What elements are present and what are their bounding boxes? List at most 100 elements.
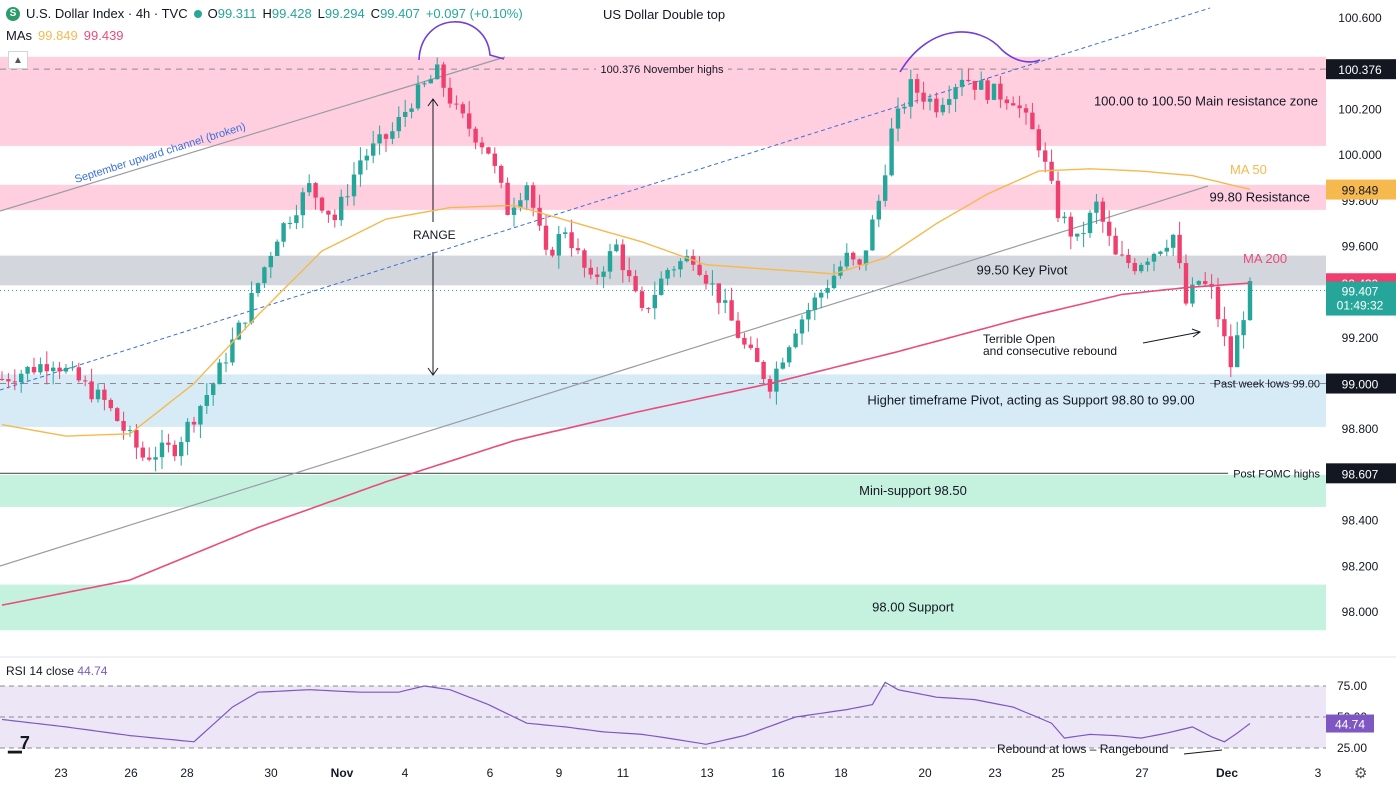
ma200-label: MA 200 — [1243, 251, 1287, 266]
candle-body — [1145, 261, 1150, 265]
mas-label[interactable]: MAs — [6, 28, 32, 43]
candle-body — [767, 379, 773, 392]
ma50-badge — [1326, 179, 1396, 200]
zone-label: 99.80 Resistance — [1210, 189, 1310, 204]
candle-body — [755, 347, 760, 362]
candle-body — [1241, 320, 1246, 336]
x-tick-label: 25 — [1051, 766, 1065, 780]
candle-body — [371, 143, 376, 156]
candle-body — [889, 128, 894, 176]
candle-body — [531, 185, 536, 208]
candle-body — [1190, 284, 1195, 304]
channel-top-line — [0, 56, 506, 212]
candle-body — [972, 81, 977, 90]
y-tick-label: 98.400 — [1342, 514, 1379, 528]
double-top-left-arc — [418, 21, 505, 61]
candle-body — [607, 251, 613, 272]
candle-body — [179, 442, 184, 457]
candle-body — [447, 87, 453, 104]
candle-body — [1228, 336, 1233, 368]
symbol-title[interactable]: U.S. Dollar Index · 4h · TVC — [26, 6, 188, 21]
candle-body — [1139, 264, 1144, 272]
candle-body — [364, 155, 369, 161]
candle-body — [147, 457, 152, 460]
zone-label: Mini-support 98.50 — [859, 483, 967, 498]
x-tick-label: 28 — [180, 766, 194, 780]
x-tick-label: 4 — [402, 766, 409, 780]
moving-averages-layer — [1, 168, 1251, 606]
candle-body — [339, 196, 344, 221]
candle-body — [697, 264, 702, 275]
candle-body — [1075, 233, 1080, 237]
zone-label: 98.00 Support — [872, 599, 954, 614]
candle-body — [1094, 201, 1099, 213]
candle-body — [223, 362, 229, 364]
candle-body — [639, 291, 645, 308]
candle-body — [1247, 281, 1253, 321]
zone-support — [0, 474, 1326, 507]
candle-body — [979, 80, 984, 90]
ohlc-open: O99.311 — [207, 6, 257, 21]
candle-body — [614, 244, 619, 252]
zone-resistance — [0, 184, 1326, 210]
trendlines-layer — [0, 7, 1223, 755]
candle-body — [844, 252, 849, 267]
candle-body — [774, 368, 779, 392]
candle-body — [281, 223, 286, 242]
candle-body — [959, 79, 965, 88]
candle-body — [518, 200, 523, 208]
candle-body — [51, 367, 56, 372]
candle-body — [1043, 150, 1048, 162]
candle-body — [383, 134, 389, 139]
candle-body — [601, 271, 606, 277]
chart-title: US Dollar Double top — [603, 7, 726, 22]
candle-body — [646, 307, 651, 309]
level-badge — [1326, 463, 1396, 484]
candle-body — [428, 79, 433, 84]
symbol-logo-icon: S — [6, 6, 20, 21]
x-tick-label: 18 — [834, 766, 848, 780]
candle-body — [422, 83, 427, 85]
chevron-up-icon[interactable]: ▲ — [8, 51, 28, 69]
candle-body — [633, 276, 638, 292]
candle-body — [947, 99, 952, 105]
tradingview-logo-icon[interactable]: ▁7 — [8, 733, 30, 753]
terrible-open-arrow-head — [1191, 328, 1202, 338]
candle-body — [102, 389, 107, 400]
candle-body — [499, 165, 504, 183]
ohlc-change: +0.097 (+0.10%) — [425, 6, 523, 21]
candle-body — [1132, 263, 1137, 272]
candle-body — [1164, 247, 1169, 252]
candle-body — [902, 106, 907, 109]
candle-body — [1107, 221, 1112, 236]
candle-body — [934, 98, 939, 113]
candle-body — [1036, 129, 1041, 151]
channel-upper-line — [0, 7, 1211, 391]
candle-body — [991, 83, 997, 100]
candle-body — [435, 64, 440, 80]
candle-body — [307, 183, 312, 193]
candle-body — [838, 266, 843, 276]
rsi-tick-label: 25.00 — [1337, 741, 1367, 755]
ohlc-close: C99.407 — [370, 6, 420, 21]
terrible-open-arrow — [1142, 331, 1201, 344]
candle-body — [729, 300, 734, 321]
candle-body — [230, 339, 235, 363]
x-tick-label: Nov — [331, 766, 354, 780]
x-tick-label: 27 — [1135, 766, 1149, 780]
candle-body — [473, 128, 478, 143]
candle-body — [198, 405, 203, 425]
gear-icon[interactable]: ⚙ — [1354, 765, 1368, 782]
candle-body — [665, 269, 670, 279]
candle-body — [300, 192, 305, 216]
candle-body — [1030, 112, 1035, 130]
candle-body — [966, 79, 971, 82]
ma200-header-value: 99.439 — [83, 28, 124, 43]
candle-body — [313, 183, 318, 198]
candle-body — [1011, 103, 1016, 106]
candle-body — [57, 367, 62, 372]
candle-body — [1087, 212, 1093, 234]
candle-body — [89, 381, 94, 400]
